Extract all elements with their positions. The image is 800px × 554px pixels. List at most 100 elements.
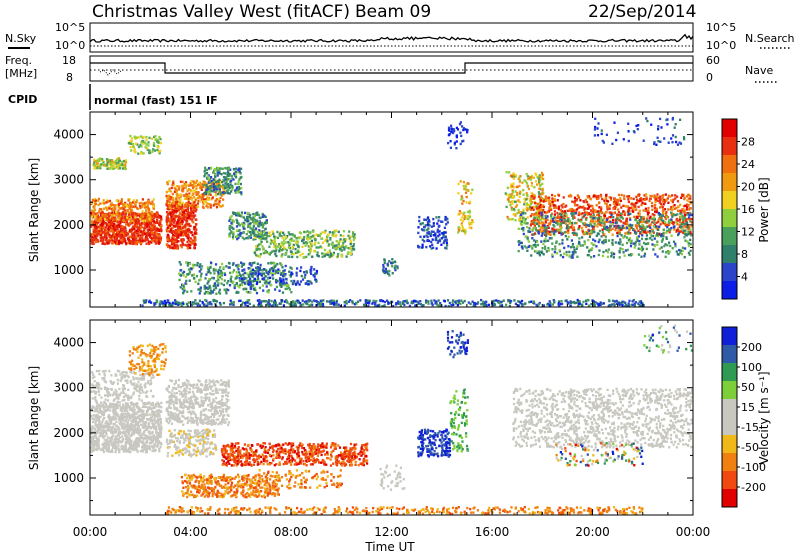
heatmap-cell [188, 192, 191, 195]
heatmap-cell [548, 206, 551, 209]
heatmap-cell [134, 242, 138, 246]
heatmap-cell [589, 197, 592, 200]
heatmap-cell [142, 217, 145, 221]
heatmap-cell [245, 272, 248, 275]
heatmap-cell [562, 215, 565, 219]
heatmap-cell [438, 224, 441, 228]
heatmap-cell [116, 227, 119, 230]
heatmap-cell [269, 272, 272, 275]
heatmap-cell [463, 211, 466, 215]
heatmap-cell [232, 262, 235, 265]
heatmap-cell [234, 173, 238, 176]
heatmap-cell [172, 181, 175, 185]
heatmap-cell [436, 230, 439, 234]
heatmap-cell [578, 196, 581, 199]
heatmap-cell [560, 204, 563, 207]
heatmap-cell [553, 228, 556, 232]
heatmap-cell [176, 236, 179, 239]
heatmap-cell [90, 242, 93, 245]
heatmap-cell [153, 216, 156, 219]
heatmap-cell [651, 213, 654, 216]
heatmap-cell [185, 194, 188, 198]
heatmap-cell [460, 134, 463, 138]
heatmap-cell [667, 221, 670, 224]
heatmap-cell [181, 226, 184, 229]
heatmap-cell [658, 201, 661, 204]
heatmap-cell [308, 241, 311, 244]
heatmap-cell [444, 246, 447, 250]
heatmap-cell [265, 221, 268, 224]
heatmap-cell [204, 201, 208, 204]
heatmap-cell [135, 200, 138, 204]
heatmap-cell [624, 221, 627, 224]
heatmap-cell [558, 231, 561, 234]
heatmap-cell [659, 195, 662, 198]
heatmap-cell [135, 224, 138, 227]
heatmap-cell [118, 217, 121, 220]
heatmap-cell [305, 241, 308, 244]
heatmap-cell [466, 210, 469, 214]
heatmap-cell [648, 220, 651, 223]
heatmap-cell [140, 236, 143, 239]
heatmap-cell [118, 232, 121, 236]
heatmap-cell [106, 240, 109, 243]
heatmap-cell [673, 228, 676, 231]
heatmap-cell [418, 215, 421, 219]
heatmap-cell [533, 218, 536, 221]
heatmap-cell [137, 136, 140, 139]
heatmap-cell [653, 194, 656, 197]
heatmap-cell [165, 243, 168, 246]
heatmap-cell [177, 232, 180, 235]
heatmap-cell [672, 223, 675, 226]
heatmap-cell [128, 207, 131, 210]
heatmap-cell [546, 218, 549, 221]
heatmap-cell [349, 239, 352, 242]
heatmap-cell [142, 140, 145, 143]
heatmap-cell [434, 236, 437, 239]
heatmap-cell [676, 227, 680, 230]
heatmap-cell [179, 212, 182, 216]
heatmap-cell [507, 194, 510, 197]
heatmap-cell [271, 274, 274, 277]
heatmap-cell [555, 240, 558, 243]
heatmap-cell [251, 275, 254, 278]
heatmap-cell [432, 230, 435, 233]
heatmap-cell [445, 241, 448, 245]
freq-trace [90, 62, 693, 74]
heatmap-cell [159, 239, 162, 242]
heatmap-cell [204, 172, 207, 176]
heatmap-cell [583, 222, 586, 225]
heatmap-cell [596, 197, 599, 200]
heatmap-cell [139, 204, 142, 208]
heatmap-cell [100, 214, 103, 217]
heatmap-cell [152, 198, 155, 201]
heatmap-cell [603, 220, 606, 223]
heatmap-cell [461, 202, 464, 205]
heatmap-cell [145, 138, 148, 142]
heatmap-cell [523, 203, 526, 206]
heatmap-cell [279, 284, 282, 287]
heatmap-cell [184, 225, 187, 228]
heatmap-cell [170, 218, 173, 221]
heatmap-cell [570, 225, 573, 229]
heatmap-cell [238, 214, 241, 217]
heatmap-cell [682, 209, 685, 212]
heatmap-cell [530, 175, 533, 179]
heatmap-cell [111, 209, 114, 213]
heatmap-cell [296, 280, 299, 283]
heatmap-cell [549, 221, 552, 224]
heatmap-cell [523, 179, 526, 182]
heatmap-cell [168, 201, 171, 204]
heatmap-cell [218, 201, 221, 205]
heatmap-cell [648, 225, 651, 228]
heatmap-cell [143, 223, 146, 226]
heatmap-cell [272, 269, 275, 273]
heatmap-cell [137, 227, 140, 230]
heatmap-cell [633, 215, 636, 219]
heatmap-cell [614, 198, 617, 202]
heatmap-cell [235, 186, 239, 189]
heatmap-cell [283, 239, 286, 242]
heatmap-cell [181, 228, 184, 231]
heatmap-cell [315, 279, 318, 283]
heatmap-cell [309, 245, 312, 248]
